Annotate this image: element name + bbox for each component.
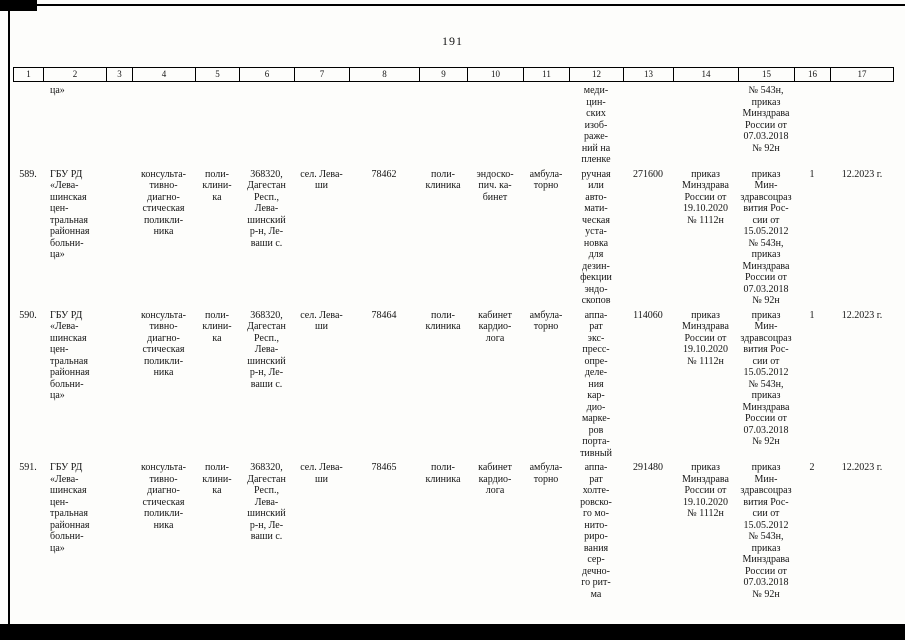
table-cell: приказ Мин- здравсоцраз вития Рос- сии о… bbox=[740, 309, 792, 448]
table-cell: консульта- тивно- диагно- стическая поли… bbox=[141, 168, 186, 238]
table-cell: № 543н, приказ Минздрава России от 07.03… bbox=[742, 85, 790, 154]
table-cell: поли- клиника bbox=[425, 168, 461, 192]
table-cell: меди- цин- ских изоб- раже- ний на пленк… bbox=[581, 85, 611, 165]
table-cell: 271600 bbox=[633, 168, 663, 180]
table-cell: аппа- рат холте- ровско- го мо- нито- ри… bbox=[580, 462, 612, 600]
table-cell bbox=[467, 82, 523, 166]
table-cell: приказ Минздрава России от 19.10.2020 № … bbox=[682, 309, 729, 367]
table-cell: 368320, Дагестан Респ., Лева- шинский р-… bbox=[247, 168, 286, 249]
table-cell: 590. bbox=[19, 309, 37, 321]
table-cell: 291480 bbox=[633, 462, 663, 473]
table-cell: поли- клиника bbox=[425, 462, 461, 485]
table-cell: кабинет кардио- лога bbox=[478, 309, 512, 344]
table-row-continuation: ца» меди- цин- ских изоб- раже- ний на п… bbox=[13, 82, 894, 166]
column-number-cell: 9 bbox=[419, 68, 467, 81]
table-cell bbox=[106, 82, 132, 166]
column-number-cell: 15 bbox=[738, 68, 794, 81]
table-cell: ГБУ РД «Лева- шинская цен- тральная райо… bbox=[50, 462, 90, 554]
column-number-cell: 13 bbox=[623, 68, 673, 81]
table-cell: 1 bbox=[809, 168, 815, 180]
column-number-cell: 16 bbox=[794, 68, 830, 81]
column-number-cell: 12 bbox=[569, 68, 623, 81]
scan-artifact-top-line bbox=[0, 4, 905, 6]
table-cell bbox=[623, 82, 673, 166]
table-cell: 589. bbox=[19, 168, 37, 180]
table-cell: консульта- тивно- диагно- стическая поли… bbox=[141, 462, 186, 531]
table-cell bbox=[195, 82, 239, 166]
table-cell: амбула- торно bbox=[529, 309, 563, 333]
column-number-cell: 17 bbox=[830, 68, 894, 81]
table-cell: 78464 bbox=[371, 309, 397, 321]
table-cell: приказ Мин- здравсоцраз вития Рос- сии о… bbox=[740, 168, 792, 307]
column-number-cell: 3 bbox=[106, 68, 132, 81]
table-cell: 1 bbox=[809, 309, 815, 321]
table-cell bbox=[106, 307, 132, 460]
table-cell bbox=[349, 82, 419, 166]
table-cell bbox=[132, 82, 195, 166]
table-cell: 78462 bbox=[371, 168, 397, 180]
column-number-cell: 5 bbox=[195, 68, 239, 81]
table-cell: 12.2023 г. bbox=[841, 168, 883, 180]
table-cell bbox=[419, 82, 467, 166]
column-number-cell: 11 bbox=[523, 68, 569, 81]
table-cell bbox=[106, 166, 132, 307]
table-cell bbox=[830, 82, 894, 166]
table-header-row: 1 2 3 4 5 6 7 8 9 10 11 12 13 14 15 16 1… bbox=[13, 67, 894, 82]
column-number-cell: 14 bbox=[673, 68, 738, 81]
table-cell: амбула- торно bbox=[529, 168, 563, 192]
table-cell bbox=[13, 82, 43, 166]
column-number-cell: 6 bbox=[239, 68, 294, 81]
table-cell: поли- клини- ка bbox=[202, 168, 232, 203]
table-cell: поли- клини- ка bbox=[202, 462, 232, 496]
table-cell bbox=[239, 82, 294, 166]
registry-table: 1 2 3 4 5 6 7 8 9 10 11 12 13 14 15 16 1… bbox=[13, 67, 894, 634]
table-cell: поли- клиника bbox=[425, 309, 461, 333]
table-cell: 368320, Дагестан Респ., Лева- шинский р-… bbox=[247, 462, 286, 542]
column-number-cell: 10 bbox=[467, 68, 523, 81]
table-cell: амбула- торно bbox=[529, 462, 563, 485]
table-cell: консульта- тивно- диагно- стическая поли… bbox=[141, 309, 186, 379]
table-cell bbox=[673, 82, 738, 166]
table-cell: 591. bbox=[19, 462, 37, 473]
table-cell: приказ Минздрава России от 19.10.2020 № … bbox=[682, 462, 729, 519]
table-cell: ГБУ РД «Лева- шинская цен- тральная райо… bbox=[50, 168, 90, 261]
table-cell: кабинет кардио- лога bbox=[478, 462, 512, 496]
table-cell bbox=[794, 82, 830, 166]
table-cell: 114060 bbox=[633, 309, 663, 321]
column-number-cell: 4 bbox=[132, 68, 195, 81]
column-number-cell: 7 bbox=[294, 68, 349, 81]
table-cell: сел. Лева- ши bbox=[300, 168, 343, 192]
column-number-cell: 8 bbox=[349, 68, 419, 81]
table-cell bbox=[106, 459, 132, 634]
table-cell: 2 bbox=[809, 462, 815, 473]
table-row-590: 590. ГБУ РД «Лева- шинская цен- тральная… bbox=[13, 307, 894, 460]
column-number-cell: 1 bbox=[13, 68, 43, 81]
table-cell: ГБУ РД «Лева- шинская цен- тральная райо… bbox=[50, 309, 90, 402]
scan-artifact-left-line bbox=[8, 0, 10, 640]
page-number: 191 bbox=[442, 34, 463, 48]
table-row-589: 589. ГБУ РД «Лева- шинская цен- тральная… bbox=[13, 166, 894, 307]
table-cell: ручная или авто- мати- ческая уста- новк… bbox=[580, 168, 612, 307]
table-cell: поли- клини- ка bbox=[202, 309, 232, 344]
table-cell: 12.2023 г. bbox=[841, 462, 883, 473]
table-cell bbox=[523, 82, 569, 166]
table-cell: 368320, Дагестан Респ., Лева- шинский р-… bbox=[247, 309, 286, 390]
table-cell: ца» bbox=[50, 85, 65, 96]
table-cell: приказ Мин- здравсоцраз вития Рос- сии о… bbox=[740, 462, 792, 600]
table-cell: аппа- рат экс- пресс- опре- деле- ния ка… bbox=[580, 309, 612, 459]
table-cell: 12.2023 г. bbox=[841, 309, 883, 321]
table-cell bbox=[294, 82, 349, 166]
table-cell: сел. Лева- ши bbox=[300, 309, 343, 333]
table-cell: сел. Лева- ши bbox=[300, 462, 343, 485]
column-number-cell: 2 bbox=[43, 68, 106, 81]
table-cell: эндоско- пич. ка- бинет bbox=[476, 168, 514, 203]
scan-artifact-bottom-bar bbox=[0, 624, 905, 640]
table-cell: 78465 bbox=[371, 462, 397, 473]
table-cell: приказ Минздрава России от 19.10.2020 № … bbox=[682, 168, 729, 226]
table-row-591: 591. ГБУ РД «Лева- шинская цен- тральная… bbox=[13, 459, 894, 634]
